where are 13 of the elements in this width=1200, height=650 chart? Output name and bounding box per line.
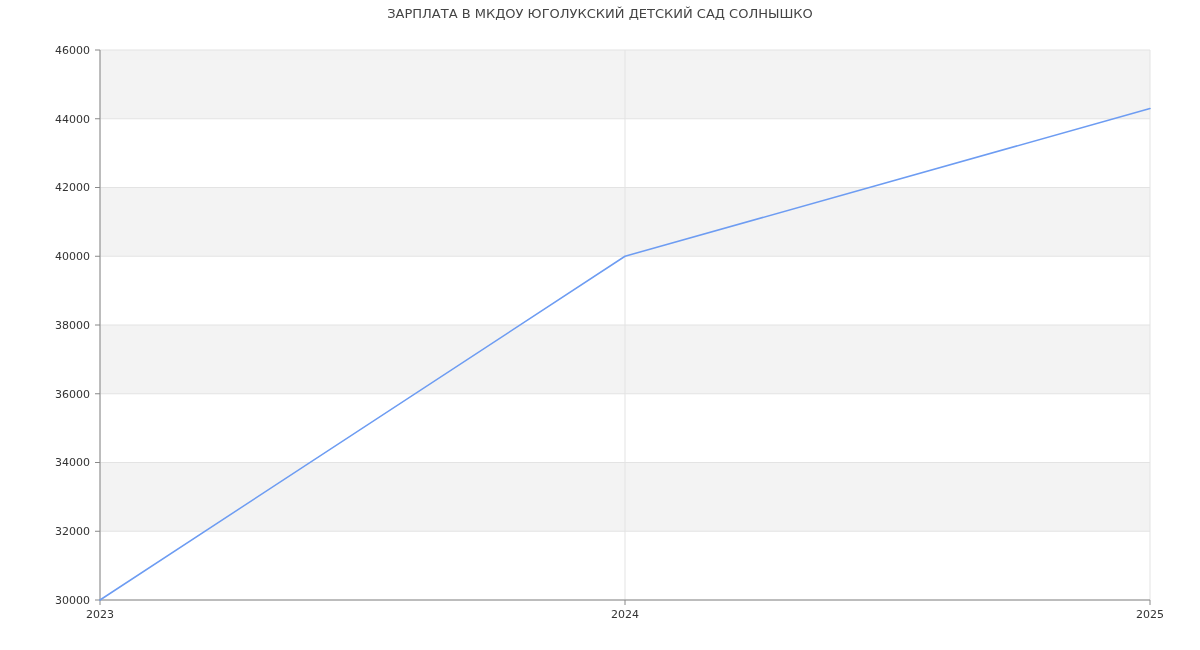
y-tick-label: 36000 xyxy=(55,387,90,401)
y-tick-label: 44000 xyxy=(55,112,90,126)
y-tick-label: 32000 xyxy=(55,525,90,539)
x-tick-label: 2023 xyxy=(86,608,114,621)
x-tick-label: 2024 xyxy=(611,608,639,621)
y-tick-label: 34000 xyxy=(55,456,90,470)
y-tick-label: 46000 xyxy=(55,43,90,57)
chart-title: ЗАРПЛАТА В МКДОУ ЮГОЛУКСКИЙ ДЕТСКИЙ САД СОЛНЫШКО xyxy=(387,6,813,21)
y-tick-label: 38000 xyxy=(55,318,90,332)
y-tick-label: 30000 xyxy=(55,593,90,607)
y-tick-label: 40000 xyxy=(55,250,90,264)
y-tick-label: 42000 xyxy=(55,181,90,195)
x-tick-label: 2025 xyxy=(1136,608,1164,621)
